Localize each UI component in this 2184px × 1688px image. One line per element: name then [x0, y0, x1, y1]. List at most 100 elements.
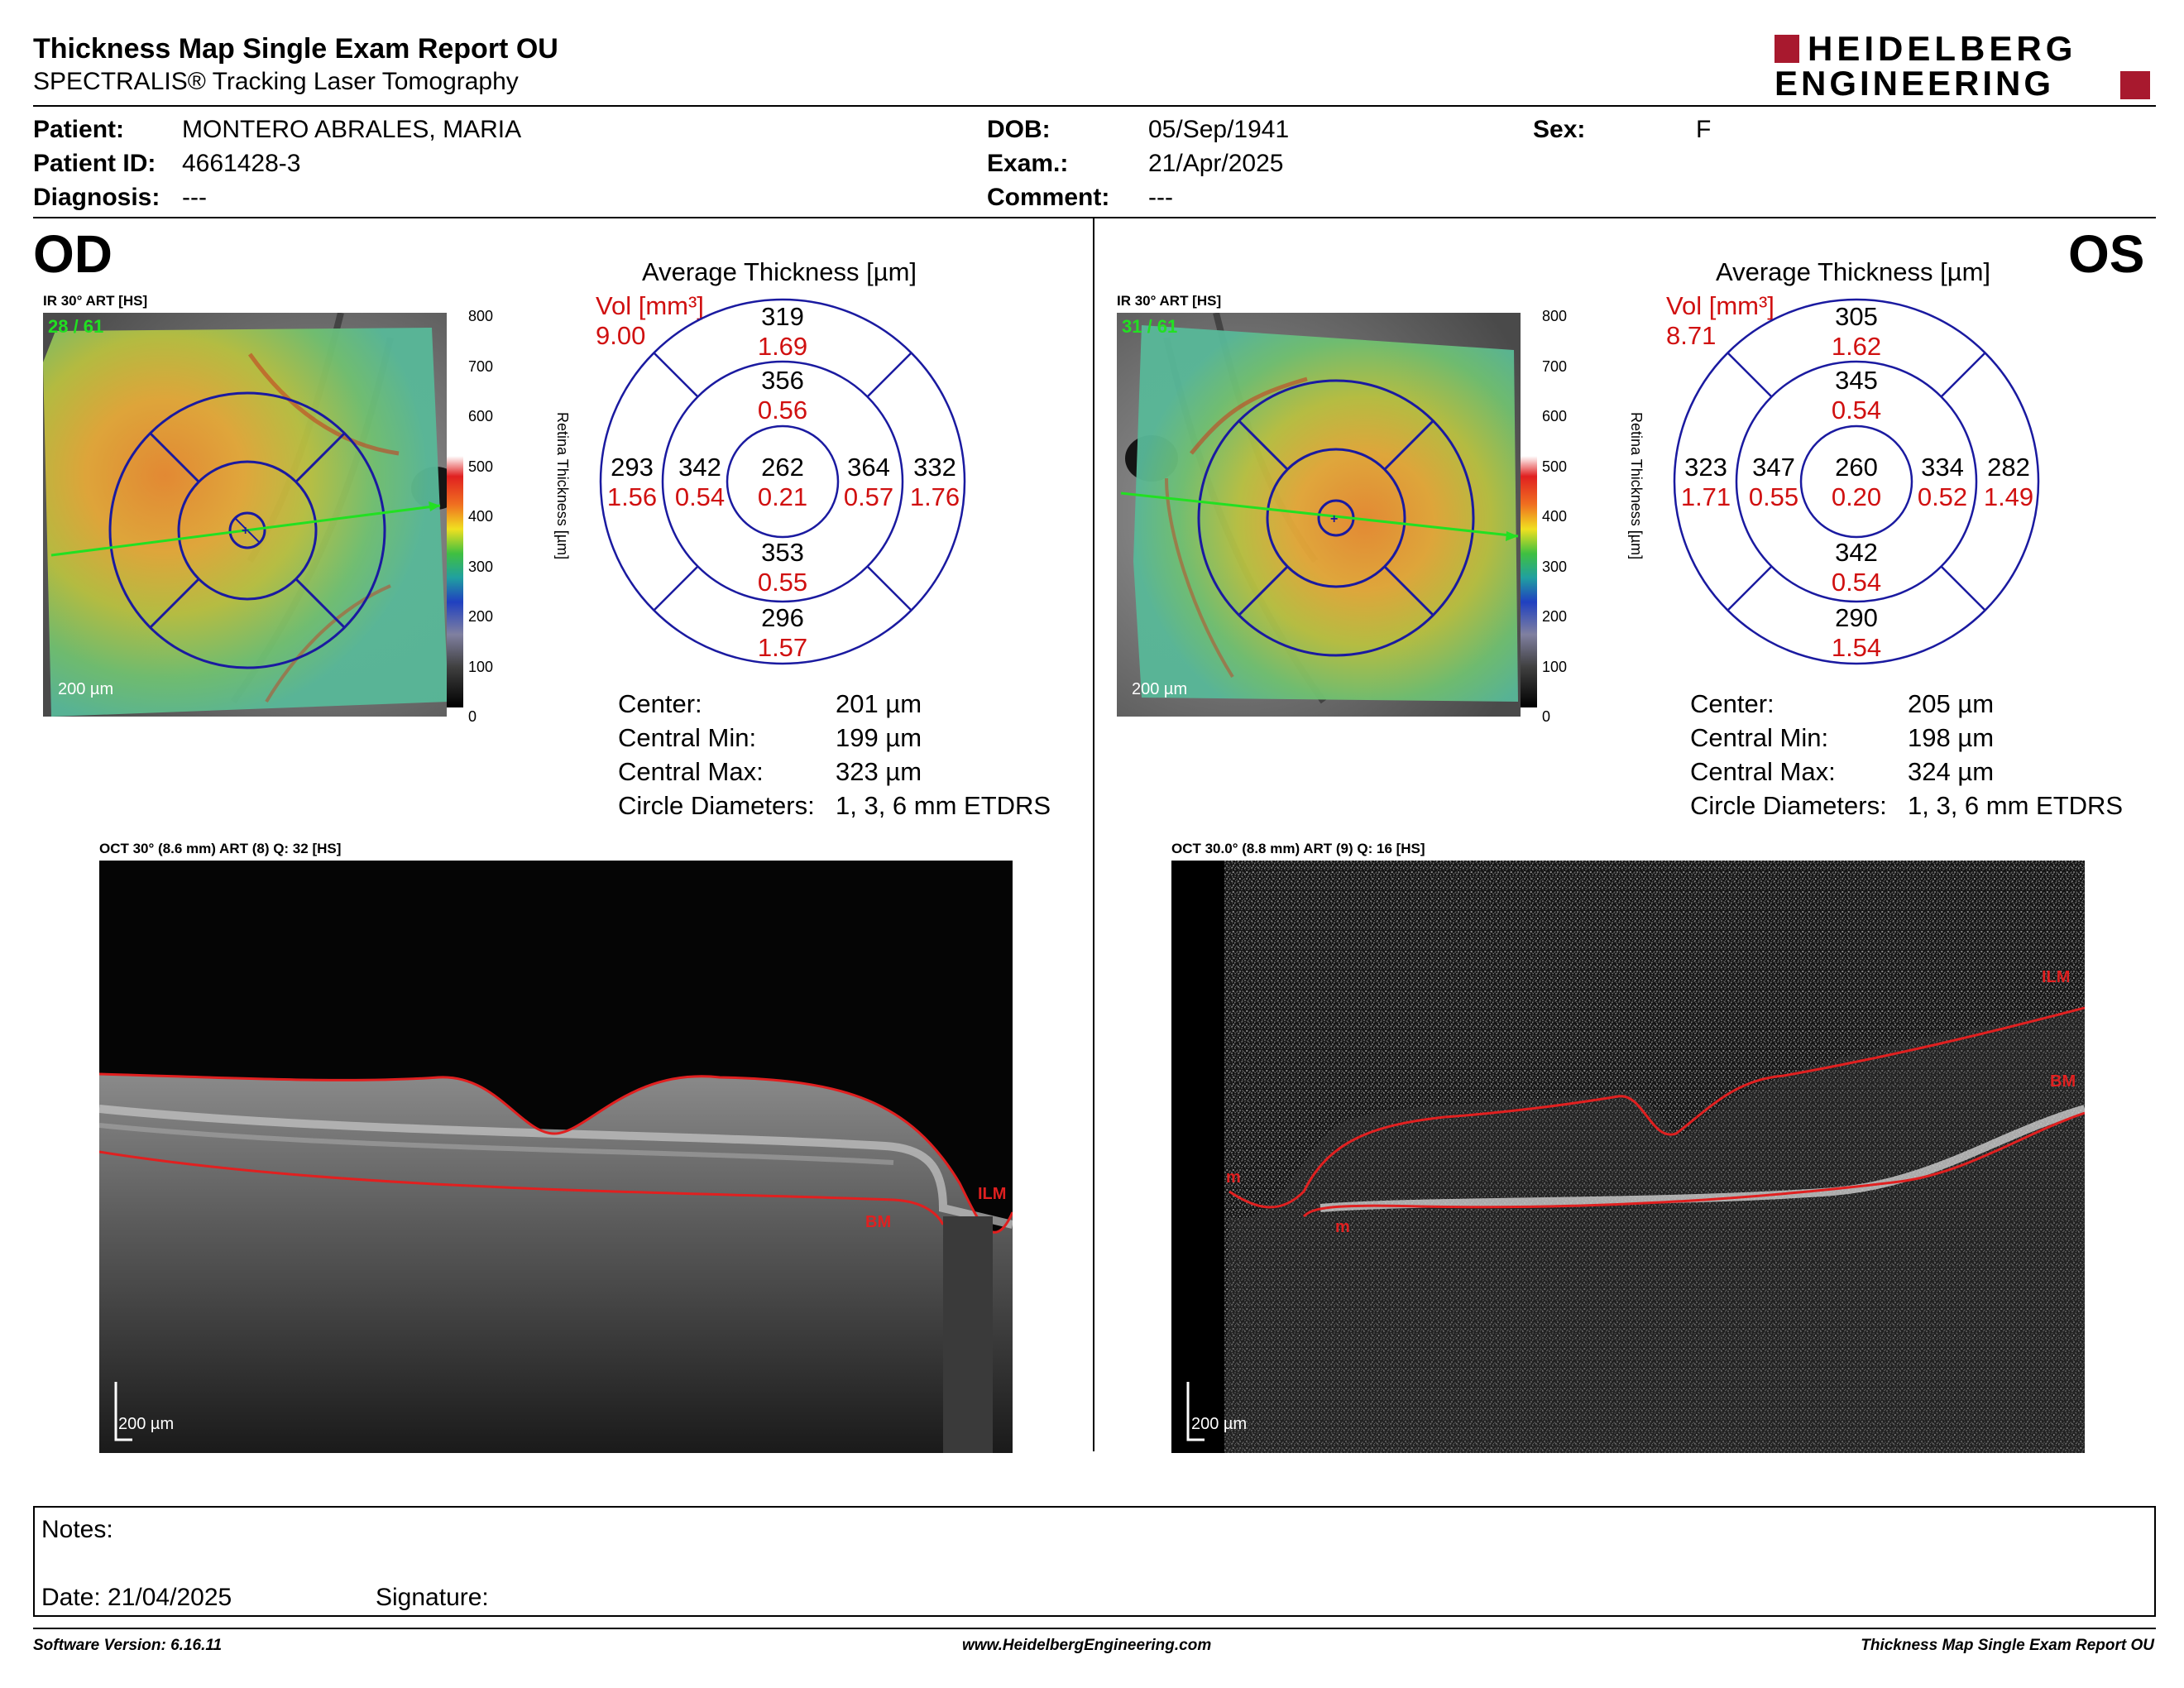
os-circle-value: 1, 3, 6 mm ETDRS: [1908, 791, 2124, 820]
od-colorbar-ticks: 800 700 600 500 400 300 200 100 0: [468, 291, 493, 742]
od-colorbar-title: Retina Thickness [µm]: [413, 412, 571, 660]
od-max-label: Central Max:: [618, 757, 764, 786]
od-etdrs-overlay: +: [50, 391, 441, 669]
os-colorbar: [1521, 302, 1537, 707]
header-divider: [33, 105, 2156, 107]
os-center-value: 205 µm: [1908, 689, 1995, 718]
footer-website[interactable]: www.HeidelbergEngineering.com: [962, 1637, 1212, 1654]
tick-800: 800: [1542, 308, 1568, 324]
colorbar-title-text: Retina Thickness [µm]: [1628, 412, 1645, 560]
os-inner-left-volume: 0.55: [1748, 482, 1799, 511]
tick-0: 0: [468, 708, 477, 725]
od-ilm-label: ILM: [978, 1185, 1007, 1203]
od-outer-inf-thickness: 296: [761, 603, 804, 632]
tick-300: 300: [1542, 558, 1568, 575]
os-m-label-1: m: [1226, 1168, 1241, 1187]
os-center-label: Center:: [1690, 689, 1774, 718]
os-oct-image: [1171, 861, 2085, 1453]
patient-id: 4661428-3: [182, 150, 301, 177]
od-inner-sup-volume: 0.56: [757, 396, 808, 424]
od-oct-image: [99, 861, 1013, 1453]
os-inner-inf-thickness: 342: [1835, 538, 1878, 567]
tick-500: 500: [1542, 458, 1568, 475]
od-center-volume: 0.21: [757, 482, 808, 511]
os-outer-sup-thickness: 305: [1835, 302, 1878, 331]
od-ir-label: IR 30° ART [HS]: [43, 293, 148, 309]
footer-software: Software Version: 6.16.11: [33, 1637, 223, 1654]
logo-line1: HEIDELBERG: [1808, 29, 2077, 68]
od-eye-label: OD: [33, 224, 113, 284]
od-vol-label: Vol [mm³]: [596, 291, 704, 320]
signature-label: Signature:: [376, 1584, 489, 1611]
od-fundus-scale: 200 µm: [58, 680, 114, 698]
od-outer-right-volume: 1.76: [909, 482, 960, 511]
od-inner-left-volume: 0.54: [674, 482, 726, 511]
tick-400: 400: [468, 508, 494, 525]
tick-600: 600: [468, 408, 494, 424]
od-colorbar: [447, 302, 463, 707]
os-outer-inf-volume: 1.54: [1831, 633, 1882, 662]
sex-label: Sex:: [1533, 116, 1586, 143]
os-outer-inf-thickness: 290: [1835, 603, 1878, 632]
od-center-thickness: 262: [761, 453, 804, 482]
os-colorbar-ticks: 800 700 600 500 400 300 200 100 0: [1542, 291, 1567, 742]
heidelberg-logo: HEIDELBERG ENGINEERING: [1774, 31, 2157, 103]
tick-700: 700: [1542, 357, 1568, 375]
diagnosis-label: Diagnosis:: [33, 184, 160, 211]
os-min-label: Central Min:: [1690, 723, 1829, 752]
od-inner-right-thickness: 364: [847, 453, 890, 482]
os-min-value: 198 µm: [1908, 723, 1995, 752]
od-outer-right-thickness: 332: [913, 453, 956, 482]
notes-box: Notes: Date: 21/04/2025 Signature:: [33, 1506, 2156, 1617]
os-max-value: 324 µm: [1908, 757, 1995, 786]
od-avg-title: Average Thickness [µm]: [642, 257, 917, 286]
svg-text:+: +: [242, 524, 249, 538]
os-vol-total: 8.71: [1666, 321, 1717, 350]
os-eye-label: OS: [2068, 224, 2145, 284]
logo-line2: ENGINEERING: [1774, 64, 2055, 103]
patient-id-label: Patient ID:: [33, 150, 156, 177]
tick-200: 200: [1542, 608, 1568, 625]
od-oct-label: OCT 30° (8.6 mm) ART (8) Q: 32 [HS]: [99, 841, 342, 856]
od-min-value: 199 µm: [836, 723, 922, 752]
report-title: Thickness Map Single Exam Report OU: [33, 33, 558, 65]
os-outer-right-volume: 1.49: [1983, 482, 2034, 511]
od-inner-inf-thickness: 353: [761, 538, 804, 567]
os-fundus-scale: 200 µm: [1132, 680, 1188, 698]
dob-value: 05/Sep/1941: [1148, 116, 1290, 143]
tick-0: 0: [1542, 708, 1551, 725]
os-center-volume: 0.20: [1831, 482, 1882, 511]
od-center-value: 201 µm: [836, 689, 922, 718]
os-etdrs-overlay: +: [1120, 379, 1519, 657]
od-center-label: Center:: [618, 689, 702, 718]
os-quality: 31 / 61: [1122, 316, 1178, 337]
tick-100: 100: [468, 658, 494, 675]
od-outer-inf-volume: 1.57: [757, 633, 808, 662]
sex-value: F: [1696, 116, 1712, 143]
os-ilm-label: ILM: [2042, 968, 2071, 986]
os-bm-label: BM: [2050, 1072, 2076, 1091]
tick-300: 300: [468, 558, 494, 575]
tick-800: 800: [468, 308, 494, 324]
od-max-value: 323 µm: [836, 757, 922, 786]
os-inner-left-thickness: 347: [1752, 453, 1795, 482]
od-quality: 28 / 61: [48, 316, 104, 337]
od-inner-inf-volume: 0.55: [757, 568, 808, 597]
tick-100: 100: [1542, 658, 1568, 675]
os-outer-left-thickness: 323: [1684, 453, 1727, 482]
tick-600: 600: [1542, 408, 1568, 424]
od-bm-label: BM: [865, 1213, 892, 1231]
os-oct-label: OCT 30.0° (8.8 mm) ART (9) Q: 16 [HS]: [1171, 841, 1425, 856]
od-inner-sup-thickness: 356: [761, 366, 804, 395]
od-etdrs-grid: [599, 298, 966, 665]
od-min-label: Central Min:: [618, 723, 757, 752]
patient-label: Patient:: [33, 116, 125, 143]
os-inner-right-volume: 0.52: [1917, 482, 1968, 511]
eye-divider: [1093, 218, 1094, 1451]
od-circle-value: 1, 3, 6 mm ETDRS: [836, 791, 1051, 820]
od-outer-sup-thickness: 319: [761, 302, 804, 331]
tick-500: 500: [468, 458, 494, 475]
os-inner-inf-volume: 0.54: [1831, 568, 1882, 597]
od-vol-total: 9.00: [596, 321, 646, 350]
od-oct-scale: 200 µm: [118, 1415, 175, 1433]
